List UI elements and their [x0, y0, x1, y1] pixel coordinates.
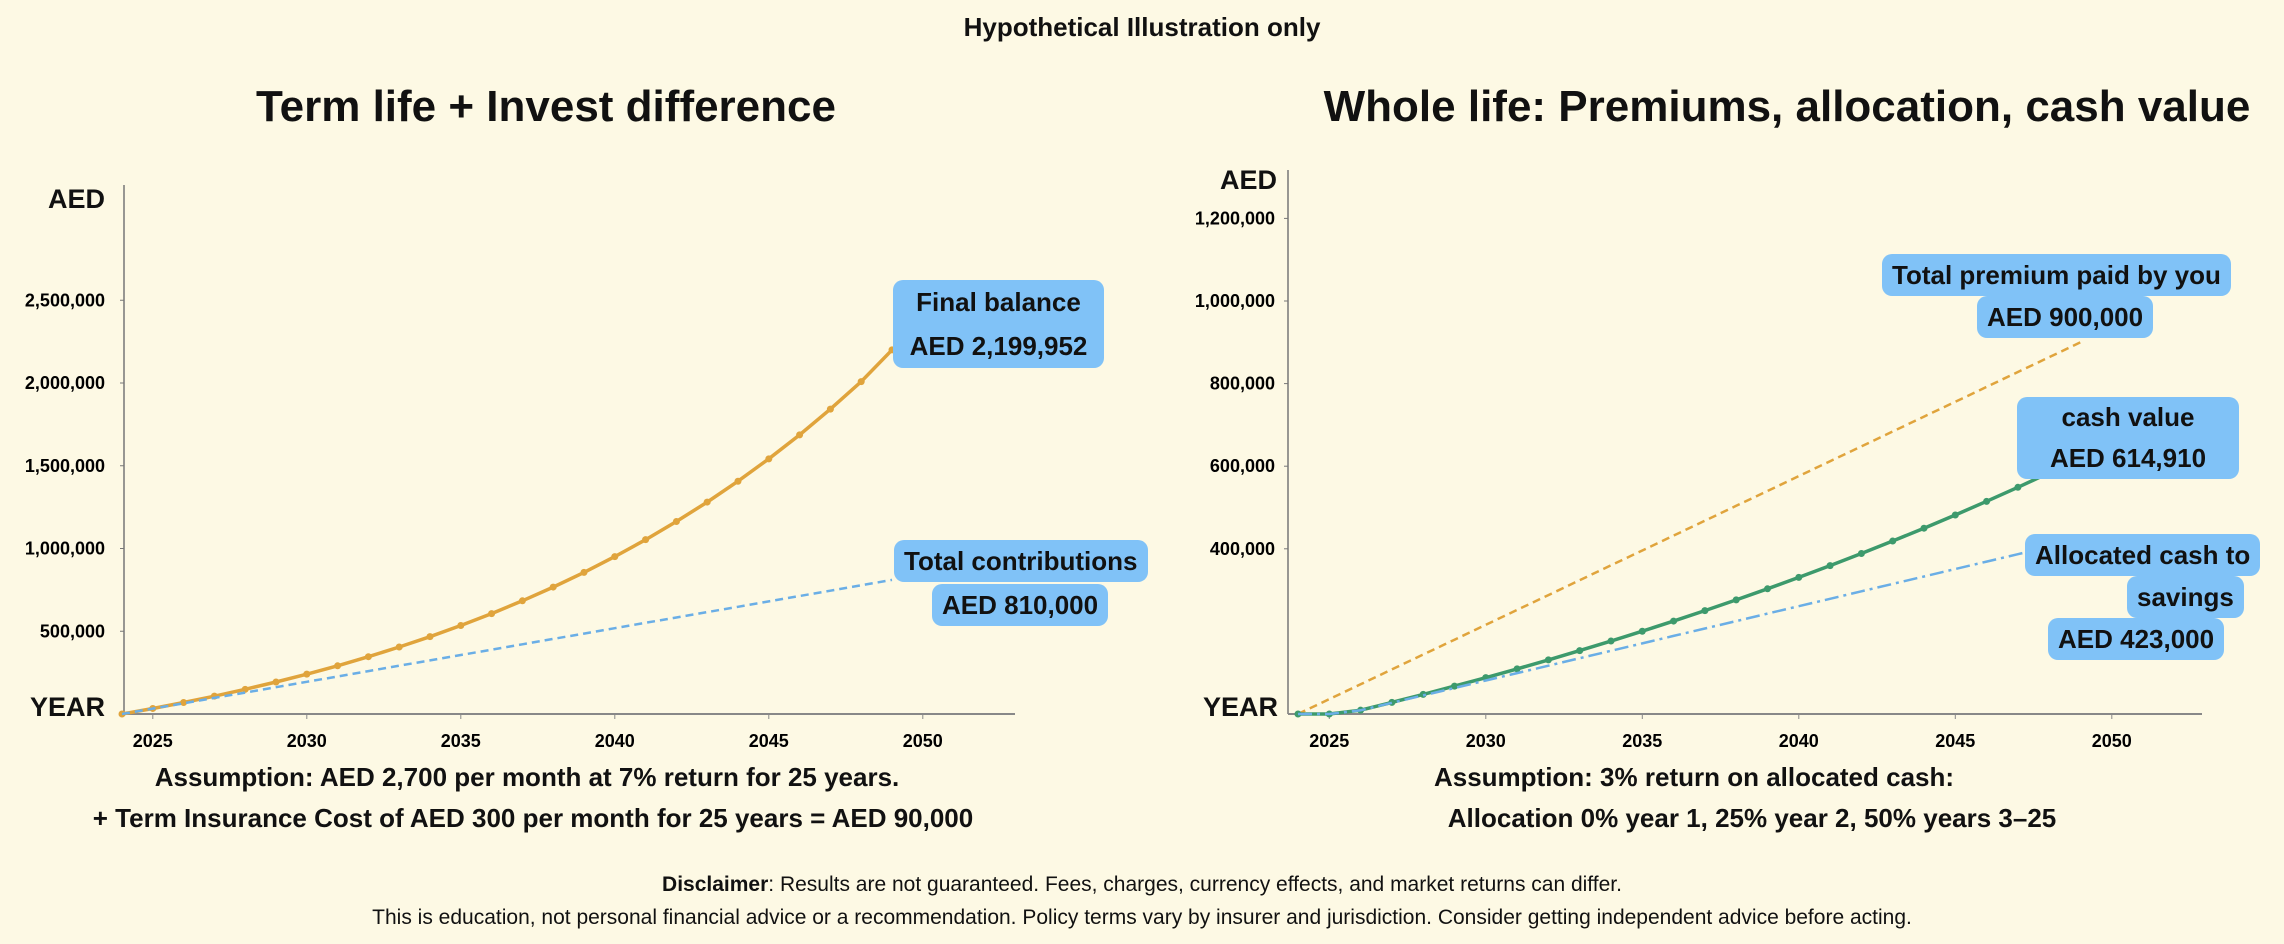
right-point-cash-value	[1983, 497, 1991, 505]
left-point-balance	[580, 568, 588, 576]
right-y-tick-label: 800,000	[1210, 374, 1275, 394]
right-x-tick-label: 2045	[1935, 731, 1975, 751]
right-point-cash-value	[1451, 682, 1458, 690]
right-y-tick-label: 1,200,000	[1195, 208, 1275, 228]
left-y-axis-label: AED	[48, 184, 106, 214]
left-point-balance	[549, 583, 557, 591]
left-point-balance	[364, 653, 372, 661]
left-point-balance	[642, 536, 650, 544]
left-point-balance	[272, 678, 280, 686]
right-point-cash-value	[1889, 537, 1897, 545]
left-point-balance	[488, 610, 496, 618]
left-point-balance	[303, 670, 311, 678]
left-y-tick-label: 2,500,000	[25, 290, 105, 310]
right-series-premium	[1297, 341, 2082, 716]
right-point-cash-value	[2014, 483, 2022, 491]
right-point-cash-value	[1920, 524, 1928, 532]
callout-value: AED 614,910	[2049, 443, 2207, 473]
left-x-tick-label: 2045	[749, 731, 789, 751]
right-y-tick-label: 600,000	[1210, 456, 1275, 476]
left-y-tick-label: 500,000	[40, 621, 105, 641]
right-x-axis-label: YEAR	[1203, 692, 1279, 722]
disclaimer-text: : Results are not guaranteed. Fees, char…	[768, 873, 1622, 896]
left-assumption-line1: Assumption: AED 2,700 per month at 7% re…	[154, 762, 900, 792]
left-point-balance	[765, 455, 773, 463]
right-point-cash-value	[1576, 647, 1584, 655]
allocated-callout-label-2: savings	[2127, 576, 2244, 618]
total-premium-callout-label: Total premium paid by you	[1882, 254, 2231, 296]
right-point-cash-value	[1857, 550, 1865, 558]
left-assumption-line2: + Term Insurance Cost of AED 300 per mon…	[92, 803, 974, 833]
left-point-balance	[180, 699, 188, 707]
allocated-callout-value: AED 423,000	[2048, 618, 2225, 660]
cash-value-callout: cash value AED 614,910	[2017, 397, 2239, 479]
left-point-balance	[796, 431, 804, 439]
callout-label: Final balance	[916, 287, 1081, 317]
right-chart-title: Whole life: Premiums, allocation, cash v…	[1323, 82, 2251, 131]
left-x-tick-label: 2050	[903, 731, 943, 751]
left-point-balance	[395, 643, 403, 651]
left-x-tick-label: 2035	[441, 731, 481, 751]
right-x-tick-label: 2025	[1309, 731, 1349, 751]
right-x-tick-label: 2050	[2092, 731, 2132, 751]
callout-label: cash value	[2061, 402, 2195, 432]
left-point-balance	[703, 498, 711, 506]
right-point-cash-value	[1795, 573, 1803, 581]
right-x-tick-label: 2030	[1466, 731, 1506, 751]
left-x-tick-label: 2025	[133, 731, 173, 751]
left-chart-title: Term life + Invest difference	[256, 82, 836, 131]
left-point-balance	[334, 662, 342, 670]
right-point-cash-value	[1544, 656, 1552, 664]
left-point-balance	[826, 405, 834, 413]
total-contributions-callout-label: Total contributions	[894, 540, 1148, 582]
right-point-cash-value	[1732, 596, 1740, 604]
right-assumption-line2: Allocation 0% year 1, 25% year 2, 50% ye…	[1447, 803, 2057, 833]
left-series-contributions	[121, 578, 893, 716]
right-point-cash-value	[1701, 607, 1709, 615]
final-balance-callout: Final balance AED 2,199,952	[893, 280, 1104, 368]
right-point-cash-value	[1513, 665, 1521, 673]
left-y-tick-label: 1,000,000	[25, 539, 105, 559]
right-point-cash-value	[1764, 585, 1771, 593]
left-x-tick-label: 2040	[595, 731, 635, 751]
right-series-cash-value	[1298, 458, 2082, 716]
left-point-balance	[241, 685, 249, 693]
right-point-cash-value	[1638, 627, 1646, 635]
left-series-balance	[121, 348, 894, 716]
left-point-balance	[518, 597, 526, 605]
left-point-balance	[611, 553, 619, 561]
right-series-allocated	[1298, 538, 2081, 716]
page-title: Hypothetical Illustration only	[963, 12, 1321, 42]
left-point-balance	[734, 477, 742, 485]
left-y-tick-label: 2,000,000	[25, 373, 105, 393]
left-point-balance	[457, 622, 465, 630]
total-premium-callout-value: AED 900,000	[1977, 296, 2154, 338]
allocated-callout-label: Allocated cash to	[2025, 534, 2261, 576]
left-y-tick-label: 1,500,000	[25, 456, 105, 476]
right-point-cash-value	[1951, 511, 1959, 519]
callout-value: AED 2,199,952	[909, 331, 1088, 361]
right-point-cash-value	[1670, 617, 1678, 625]
right-point-cash-value	[1607, 637, 1615, 645]
left-x-tick-label: 2030	[287, 731, 327, 751]
right-y-tick-label: 1,000,000	[1195, 291, 1275, 311]
left-point-balance	[426, 633, 434, 641]
right-assumption-line1: Assumption: 3% return on allocated cash:	[1433, 762, 1955, 792]
left-point-balance	[672, 518, 680, 526]
right-y-axis-label: AED	[1220, 165, 1278, 195]
left-point-balance	[857, 378, 865, 386]
right-x-tick-label: 2040	[1779, 731, 1819, 751]
disclaimer-line1: Disclaimer: Results are not guaranteed. …	[662, 873, 1622, 897]
left-x-axis-label: YEAR	[30, 692, 106, 722]
right-x-tick-label: 2035	[1622, 731, 1662, 751]
disclaimer-line2: This is education, not personal financia…	[372, 906, 1912, 929]
disclaimer-label: Disclaimer	[662, 873, 769, 896]
right-point-cash-value	[1826, 562, 1834, 570]
right-y-tick-label: 400,000	[1210, 539, 1275, 559]
total-contributions-callout-value: AED 810,000	[932, 584, 1109, 626]
